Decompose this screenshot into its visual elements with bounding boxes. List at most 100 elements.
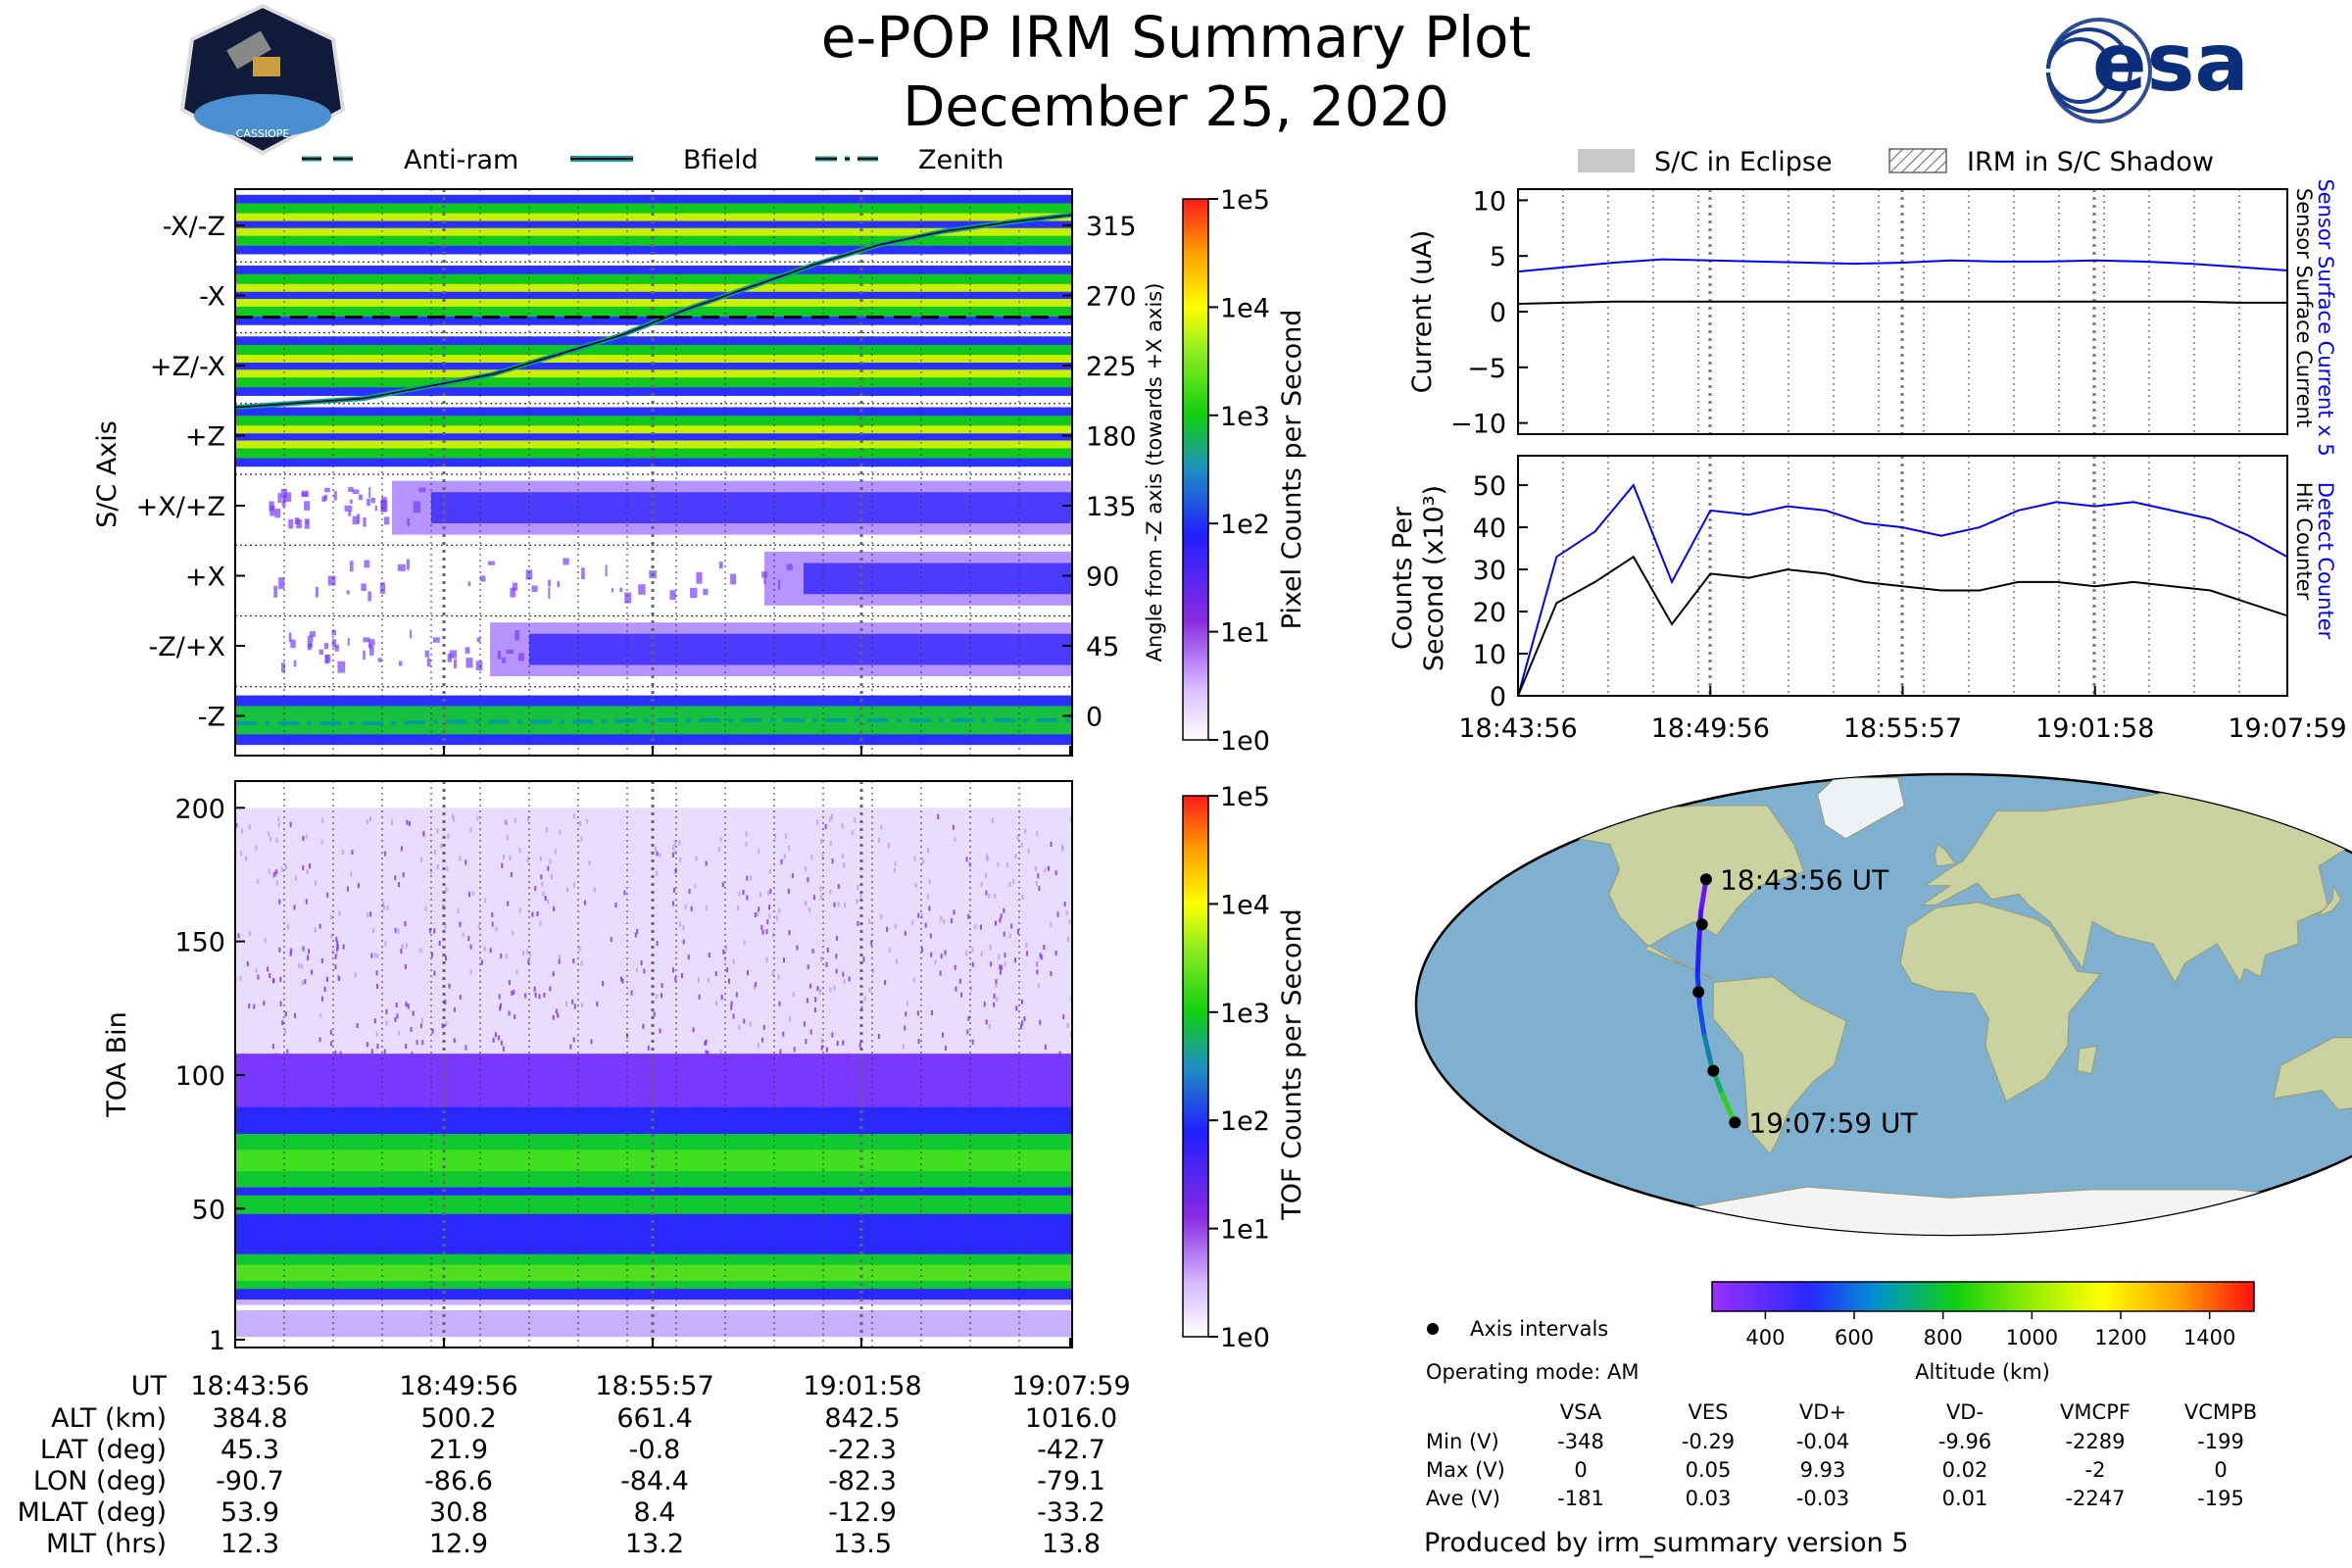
toa-speckle: [1048, 866, 1050, 871]
voltage-value: -195: [2197, 1487, 2244, 1510]
toa-speckle: [772, 971, 774, 976]
voltage-header: VMCPF: [2060, 1400, 2131, 1424]
toa-speckle: [1022, 895, 1024, 900]
toa-speckle: [326, 977, 328, 982]
toa-speckle: [843, 862, 845, 867]
toa-speckle: [308, 949, 310, 954]
voltage-value: 0.03: [1686, 1487, 1732, 1510]
sc-speckle: [638, 584, 645, 595]
sc-speckle: [324, 655, 328, 663]
sc-speckle: [433, 637, 440, 642]
toa-speckle: [1050, 971, 1052, 976]
toa-speckle: [757, 911, 759, 916]
toa-speckle: [454, 1007, 456, 1012]
toa-speckle: [422, 831, 424, 836]
toa-speckle: [298, 963, 300, 968]
sc-speckle: [624, 593, 631, 604]
toa-speckle: [1038, 983, 1040, 988]
toa-speckle: [413, 1011, 415, 1016]
counts-ylabel-line: Counts Per: [1388, 506, 1418, 650]
sc-speckle: [563, 558, 568, 564]
toa-speckle: [501, 1041, 503, 1046]
toa-speckle: [281, 867, 283, 872]
toa-speckle: [842, 854, 844, 858]
toa-speckle: [553, 971, 555, 976]
footer-text: Produced by irm_summary version 5: [1424, 1528, 1909, 1558]
toa-speckle: [672, 853, 674, 858]
toa-speckle: [774, 834, 776, 839]
colorbar-tick-label: 1e2: [1220, 1106, 1270, 1137]
toa-speckle: [433, 928, 435, 933]
toa-speckle: [788, 846, 790, 851]
toa-speckle: [614, 903, 616, 907]
toa-speckle: [809, 984, 811, 989]
orbit-row-value: -84.4: [620, 1466, 689, 1496]
toa-speckle: [722, 882, 724, 887]
toa-speckle: [501, 863, 503, 868]
orbit-row-value: -79.1: [1037, 1466, 1105, 1496]
toa-speckle: [911, 920, 913, 925]
toa-speckle: [953, 909, 955, 914]
toa-speckle: [302, 865, 304, 870]
toa-speckle: [602, 981, 604, 986]
toa-speckle: [269, 869, 270, 874]
toa-speckle: [581, 1003, 583, 1007]
toa-speckle: [1025, 943, 1027, 948]
toa-speckle: [400, 949, 402, 954]
sc-speckle: [425, 651, 430, 658]
sc-speckle: [703, 589, 708, 595]
orbit-row-value: -0.8: [629, 1435, 681, 1465]
altitude-tick-label: 400: [1745, 1326, 1785, 1349]
toa-speckle: [404, 921, 406, 926]
toa-speckle: [468, 892, 470, 897]
sc-speckle: [345, 506, 353, 512]
sc-speckle: [669, 590, 675, 600]
sc-speckle: [399, 662, 402, 666]
toa-speckle: [330, 1030, 332, 1035]
page-date: December 25, 2020: [903, 75, 1449, 139]
toa-speckle: [574, 1004, 576, 1008]
toa-speckle: [990, 945, 992, 950]
toa-speckle: [336, 946, 338, 951]
toa-speckle: [337, 974, 339, 979]
toa-speckle: [830, 841, 832, 846]
toa-speckle: [894, 868, 896, 873]
toa-speckle: [1035, 866, 1037, 871]
toa-speckle: [307, 869, 309, 874]
toa-speckle: [685, 905, 687, 909]
toa-speckle: [929, 879, 931, 884]
toa-speckle: [278, 948, 280, 953]
toa-speckle: [241, 828, 243, 833]
toa-speckle: [1036, 881, 1038, 886]
orbit-row-value: 8.4: [634, 1497, 676, 1528]
toa-speckle: [1024, 829, 1026, 834]
toa-speckle: [440, 844, 442, 849]
toa-speckle: [971, 948, 973, 953]
toa-speckle: [681, 973, 683, 978]
toa-speckle: [682, 925, 684, 930]
toa-speckle: [319, 1013, 321, 1018]
toa-speckle: [513, 990, 514, 995]
toa-speckle: [1021, 843, 1023, 848]
toa-speckle: [758, 849, 760, 854]
toa-speckle: [573, 1038, 575, 1043]
toa-speckle: [718, 847, 720, 852]
orbit-row-value: 21.9: [429, 1435, 488, 1465]
toa-speckle: [672, 901, 674, 906]
map-start-label: 18:43:56 UT: [1720, 863, 1889, 896]
toa-speckle: [960, 993, 962, 998]
toa-speckle: [396, 1003, 398, 1007]
sc-speckle: [466, 647, 470, 654]
toa-speckle: [864, 996, 866, 1001]
toa-speckle: [905, 1011, 906, 1016]
toa-speckle: [376, 970, 378, 975]
toa-speckle: [1015, 1005, 1017, 1010]
toa-speckle: [470, 969, 472, 974]
toa-speckle: [1062, 847, 1064, 852]
toa-speckle: [985, 891, 987, 896]
toa-speckle: [237, 933, 239, 938]
toa-speckle: [917, 913, 919, 918]
toa-speckle: [454, 1038, 456, 1043]
toa-speckle: [342, 850, 344, 855]
sc-axis-right-ylabel: Angle from -Z axis (towards +X axis): [1143, 283, 1166, 662]
